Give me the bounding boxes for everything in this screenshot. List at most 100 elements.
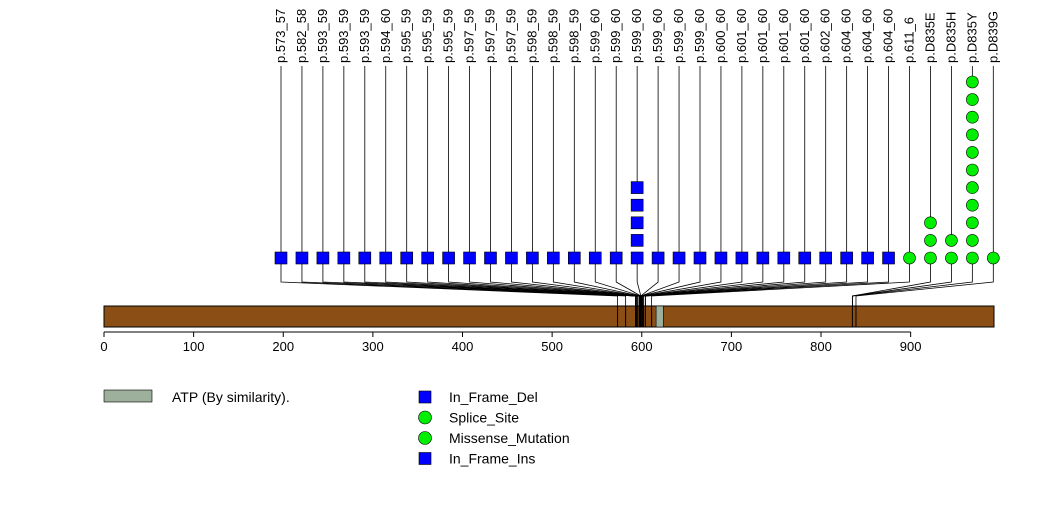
marker-square (651, 251, 665, 265)
marker-square (693, 251, 707, 265)
mutation-label: p.599_60 (692, 9, 707, 63)
mutation-label: p.598_59 (545, 9, 560, 63)
connector-line (642, 258, 764, 306)
connector-line (644, 258, 889, 306)
connector-line (641, 258, 722, 306)
connector-line (448, 258, 638, 306)
connector-line (651, 258, 910, 306)
connector-line (301, 258, 627, 306)
marker-square (463, 251, 476, 265)
connector-line (642, 258, 806, 306)
mutation-label: p.595_59 (441, 9, 456, 63)
connector-line (552, 258, 641, 306)
marker-circle (966, 146, 979, 159)
mutation-label: p.599_60 (650, 9, 665, 63)
mutation-label: p.D835Y (964, 12, 979, 63)
marker-square (358, 251, 372, 265)
mutation-label: p.599_60 (587, 9, 602, 63)
marker-square (484, 251, 497, 265)
marker-circle (966, 216, 979, 230)
marker-square (547, 251, 560, 265)
mutation-label: p.595_59 (420, 9, 435, 63)
mutation-label: p.D835E (922, 12, 937, 63)
axis-tick-label: 0 (100, 339, 107, 354)
marker-circle (966, 163, 979, 177)
marker-circle (966, 234, 979, 247)
marker-circle (966, 198, 979, 212)
mutation-label: p.593_59 (336, 9, 351, 63)
mutation-label: p.D835H (943, 12, 958, 63)
mutation-label: p.601_60 (797, 9, 812, 63)
connector-line (640, 258, 701, 306)
legend: ATP (By similarity). In_Frame_Del Splice_S… (103, 389, 570, 467)
connector-line (364, 258, 636, 306)
marker-square (274, 251, 288, 265)
mutation-label: p.595_59 (399, 9, 414, 63)
mutation-label: p.604_60 (839, 9, 854, 63)
connector-line (643, 258, 827, 306)
marker-circle (903, 251, 916, 265)
marker-square (882, 251, 895, 265)
marker-square (819, 251, 833, 265)
mutation-label: p.593_59 (357, 9, 372, 63)
marker-square (861, 251, 874, 265)
marker-square (630, 216, 644, 230)
marker-square (379, 251, 393, 265)
legend-marker-circle (418, 410, 432, 425)
marker-circle (924, 216, 937, 230)
marker-square (735, 251, 749, 265)
mutation-label: p.604_60 (881, 9, 896, 63)
mutation-label: p.597_59 (483, 9, 498, 63)
axis-tick-label: 200 (272, 339, 294, 354)
axis-tick-label: 500 (541, 339, 563, 354)
mutation-label: p.601_60 (776, 9, 791, 63)
domain-rect (655, 305, 664, 328)
legend-marker-circle (418, 431, 432, 445)
mutation-label: p.573_57 (273, 9, 288, 63)
connector-line (511, 258, 640, 306)
axis-tick-label: 700 (721, 339, 743, 354)
marker-circle (966, 93, 979, 106)
mutation-label: p.D839G (985, 11, 1000, 63)
marker-circle (966, 251, 979, 265)
marker-square (567, 251, 581, 265)
marker-square (526, 251, 539, 265)
marker-circle (966, 128, 979, 142)
connector-line (406, 258, 638, 306)
connector-line (594, 258, 642, 306)
marker-circle (945, 251, 958, 265)
marker-square (756, 251, 770, 265)
mutation-label: p.599_60 (608, 9, 623, 63)
mutation-label: p.600_60 (713, 9, 728, 63)
legend-marker-square (418, 390, 432, 404)
connector-lines (280, 66, 994, 306)
marker-circle (966, 75, 979, 89)
legend-domain-swatch (103, 389, 153, 403)
mutation-label: p.602_60 (818, 9, 833, 63)
connector-line (855, 258, 994, 306)
marker-square (421, 251, 434, 265)
marker-circle (986, 251, 1000, 265)
mutation-label: p.594_60 (378, 9, 393, 63)
mutation-label: p.598_59 (524, 9, 539, 63)
legend-label: In_Frame_Del (449, 389, 538, 405)
legend-label: Splice_Site (449, 410, 519, 426)
marker-square (609, 251, 623, 265)
marker-circle (945, 234, 958, 247)
mutation-label: p.611_6 (902, 17, 917, 63)
marker-square (798, 251, 812, 265)
connector-line (573, 258, 641, 306)
axis-tick-label: 100 (183, 339, 205, 354)
mutation-label: p.599_60 (671, 9, 686, 63)
mutation-label: p.601_60 (755, 9, 770, 63)
axis-tick-label: 900 (900, 339, 922, 354)
mutation-label: p.597_59 (503, 9, 518, 63)
mutation-label: p.582_58 (294, 9, 309, 63)
mutation-label: p.597_59 (462, 9, 477, 63)
connector-line (532, 258, 641, 306)
marker-square (400, 251, 414, 265)
marker-square (630, 198, 644, 212)
marker-square (630, 251, 644, 265)
protein-track (103, 305, 995, 328)
mutation-label: p.598_59 (566, 9, 581, 63)
